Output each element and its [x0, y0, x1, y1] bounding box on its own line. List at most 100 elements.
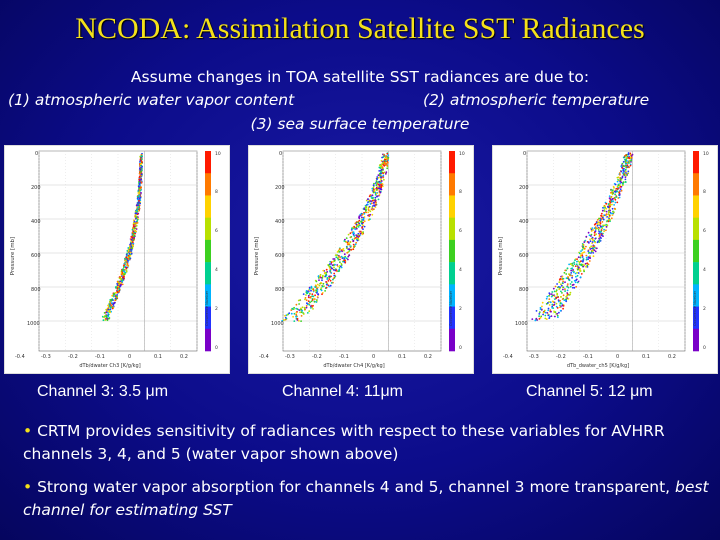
- scatter-point: [538, 311, 541, 313]
- scatter-point: [358, 230, 361, 233]
- scatter-point: [574, 281, 577, 284]
- scatter-point: [592, 252, 595, 254]
- scatter-point: [539, 316, 542, 319]
- x-tick-label: -0.3: [285, 354, 295, 360]
- scatter-point: [123, 273, 126, 276]
- scatter-point: [340, 255, 343, 258]
- scatter-point: [605, 229, 607, 232]
- scatter-point: [630, 155, 633, 157]
- scatter-point: [544, 314, 547, 317]
- scatter-point: [534, 319, 537, 322]
- scatter-point: [611, 212, 614, 215]
- x-tick-label: 0.2: [180, 354, 188, 360]
- scatter-point: [558, 281, 561, 284]
- scatter-point: [304, 298, 306, 301]
- scatter-point: [139, 161, 141, 164]
- scatter-point: [557, 300, 560, 303]
- scatter-point: [547, 302, 549, 304]
- colorbar-tick-label: 8: [703, 189, 706, 195]
- scatter-point: [612, 200, 615, 203]
- scatter-point: [625, 158, 627, 161]
- scatter-point: [123, 266, 125, 269]
- y-tick-label: 400: [519, 219, 529, 225]
- scatter-point: [621, 184, 624, 187]
- scatter-point: [558, 278, 561, 281]
- scatter-point: [381, 182, 384, 185]
- colorbar-tick-label: 4: [459, 267, 462, 273]
- scatter-point: [588, 234, 591, 237]
- scatter-point: [386, 160, 389, 163]
- scatter-point: [293, 312, 296, 315]
- scatter-point: [626, 160, 628, 163]
- scatter-point: [562, 294, 565, 297]
- scatter-point: [609, 205, 611, 208]
- scatter-point: [295, 303, 298, 306]
- scatter-point: [590, 228, 593, 231]
- scatter-point: [361, 231, 364, 234]
- scatter-point: [138, 172, 141, 175]
- scatter-point: [579, 256, 582, 259]
- scatter-point: [115, 286, 117, 288]
- caption-channel-4: Channel 4: 11μm: [282, 383, 403, 400]
- scatter-point: [130, 252, 133, 255]
- scatter-point: [603, 205, 606, 208]
- scatter-point: [618, 194, 621, 196]
- scatter-point: [311, 306, 314, 308]
- scatter-point: [113, 299, 116, 301]
- scatter-point: [135, 216, 138, 219]
- scatter-point: [382, 161, 384, 164]
- scatter-point: [591, 237, 594, 240]
- scatter-point: [379, 167, 382, 169]
- scatter-point: [301, 309, 304, 312]
- scatter-point: [548, 317, 551, 319]
- scatter-point: [611, 214, 614, 216]
- scatter-point: [561, 298, 564, 300]
- scatter-point: [619, 173, 621, 176]
- scatter-point: [601, 216, 604, 219]
- scatter-point: [354, 228, 357, 231]
- colorbar-segment: [205, 195, 211, 218]
- scatter-point: [140, 186, 142, 188]
- colorbar-segment: [693, 195, 699, 218]
- scatter-point: [366, 198, 369, 201]
- scatter-point: [321, 292, 324, 294]
- scatter-point: [583, 264, 586, 267]
- scatter-point: [368, 215, 371, 218]
- scatter-point: [613, 207, 616, 210]
- scatter-point: [332, 278, 334, 281]
- scatter-point: [347, 242, 350, 245]
- scatter-point: [379, 191, 382, 194]
- scatter-point: [384, 173, 387, 175]
- intro-item-water-vapor: (1) atmospheric water vapor content: [8, 91, 295, 109]
- scatter-plot-channel-5: -0.4 -0.3 -0.2 -0.1 0 0.1 0.2 0 200 400 …: [492, 145, 718, 374]
- scatter-point: [308, 301, 311, 303]
- scatter-point: [558, 311, 560, 314]
- scatter-point: [616, 176, 619, 179]
- scatter-point: [119, 280, 121, 283]
- scatter-point: [120, 277, 122, 280]
- scatter-point: [306, 302, 308, 305]
- scatter-point: [598, 217, 600, 220]
- scatter-point: [571, 276, 573, 279]
- scatter-point: [132, 227, 134, 230]
- scatter-point: [592, 239, 594, 242]
- scatter-point: [611, 203, 613, 206]
- scatter-point: [625, 170, 627, 173]
- scatter-point: [370, 202, 373, 205]
- scatter-point: [318, 284, 321, 287]
- scatter-point: [590, 230, 593, 232]
- x-tick-label: -0.2: [312, 354, 322, 360]
- scatter-point: [325, 268, 328, 271]
- scatter-point: [369, 213, 372, 216]
- scatter-point: [310, 300, 313, 303]
- scatter-point: [141, 161, 143, 163]
- scatter-point: [612, 185, 615, 188]
- scatter-point: [579, 270, 582, 272]
- colorbar-segment: [449, 284, 455, 307]
- scatter-point: [122, 268, 124, 271]
- scatter-point: [616, 201, 619, 204]
- scatter-point: [591, 241, 594, 243]
- scatter-point: [568, 273, 570, 275]
- scatter-point: [559, 309, 562, 312]
- scatter-point: [127, 265, 130, 267]
